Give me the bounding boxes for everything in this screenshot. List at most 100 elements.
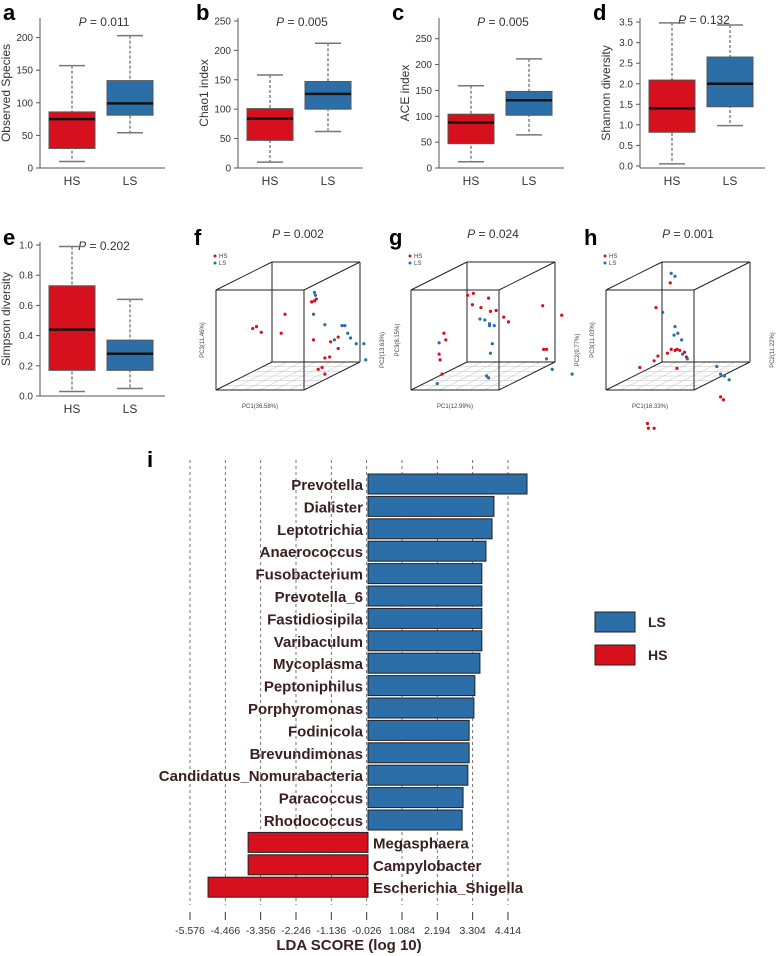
cube-edge	[693, 361, 751, 391]
z-axis-label: PC3(8.15%)	[395, 324, 401, 357]
panel-label: h	[584, 225, 597, 250]
p-value: P = 0.002	[272, 227, 324, 241]
box-iqr	[246, 108, 294, 141]
box-LS	[106, 34, 154, 134]
data-point-LS	[478, 317, 482, 321]
data-point-LS	[340, 324, 344, 328]
x-tick-label: LS	[522, 174, 537, 188]
y-tick-label: 3.0	[619, 38, 633, 49]
cube-edge	[693, 261, 751, 291]
bar-prevotella	[367, 473, 528, 495]
y-tick-label: 200	[16, 33, 33, 44]
box-HS	[48, 64, 96, 163]
x-axis-label: PC1(36.58%)	[242, 404, 278, 410]
x-tick-label: -2.246	[281, 925, 311, 937]
y-tick-label: 0.0	[19, 392, 33, 403]
legend-label: LS	[648, 614, 666, 630]
bar-fodinicola	[367, 719, 470, 741]
data-point-LS	[488, 351, 493, 355]
data-point-LS	[661, 310, 665, 314]
data-point-LS	[332, 338, 336, 342]
legend-label: HS	[414, 254, 422, 260]
data-point-LS	[323, 323, 327, 327]
p-value: P = 0.024	[467, 227, 519, 241]
legend-swatch-HS	[594, 644, 636, 666]
box-iqr	[706, 56, 754, 108]
x-tick-label: HS	[64, 174, 81, 188]
y-tick-label: 3.5	[619, 18, 633, 29]
data-point-HS	[329, 340, 333, 344]
y-tick-label: 0	[426, 164, 432, 175]
data-point-LS	[719, 372, 723, 376]
data-point-HS	[470, 303, 474, 307]
y-tick-label: 0	[225, 164, 231, 175]
boxplot-panel-c: c 0 50 100 150 200 250 ACE index P = 0.005 HS LS	[392, 0, 564, 188]
bar-label: Dialister	[304, 499, 363, 516]
data-point-HS	[336, 335, 340, 339]
x-tick-label: -3.356	[246, 925, 276, 937]
y-tick-label: 250	[415, 34, 432, 45]
boxplot-panel-d: d 0.0 0.5 1.0 1.5 2.0 2.5 3.0 3.5 Shannon diversi…	[593, 0, 765, 188]
box-iqr	[505, 90, 553, 116]
bar-fusobacterium	[367, 563, 483, 585]
y-axis-label: PC2(11.22%)	[770, 332, 776, 368]
data-point-HS	[259, 330, 263, 334]
data-point-HS	[652, 359, 656, 363]
z-axis-label: PC3(11.46%)	[200, 322, 206, 358]
bar-label: Prevotella_6	[275, 589, 363, 606]
panel-label: c	[392, 0, 404, 25]
data-point-HS	[471, 291, 475, 295]
data-point-HS	[254, 325, 259, 329]
panel-label: e	[3, 225, 15, 250]
data-point-LS	[364, 358, 368, 362]
data-point-HS	[638, 365, 642, 370]
bar-label: Peptoniphilus	[264, 679, 363, 696]
box-iqr	[648, 79, 696, 133]
y-tick-label: 2.0	[619, 79, 633, 90]
data-point-HS	[678, 348, 682, 352]
legend-label: LS	[219, 261, 226, 267]
bar-label: Fodinicola	[288, 723, 364, 740]
cube-edge	[605, 261, 663, 291]
bar-campylobacter	[247, 854, 369, 876]
y-tick-label: 100	[16, 98, 33, 109]
data-point-HS	[323, 372, 327, 376]
panel-label: i	[147, 447, 153, 472]
legend-marker-HS	[408, 254, 412, 258]
data-point-HS	[494, 308, 498, 313]
panel-label: d	[593, 0, 606, 25]
bar-label: Fastidiosipila	[267, 611, 364, 628]
x-tick-label: 3.304	[459, 925, 485, 937]
p-value: P = 0.001	[662, 227, 714, 241]
x-tick-label: HS	[262, 174, 279, 188]
y-tick-label: 150	[16, 66, 33, 77]
data-point-LS	[673, 325, 677, 329]
data-point-LS	[550, 367, 554, 371]
p-value: P = 0.202	[78, 239, 130, 253]
bar-candidatus_nomurabacteria	[367, 764, 469, 786]
data-point-HS	[502, 315, 506, 319]
data-point-HS	[544, 347, 549, 351]
bar-label: Candidatus_Nomurabacteria	[159, 768, 364, 785]
x-tick-label: LS	[123, 402, 138, 416]
data-point-HS	[437, 352, 441, 356]
data-point-HS	[656, 354, 660, 358]
panel-label: g	[389, 225, 402, 250]
cube-edge	[410, 261, 468, 291]
bar-label: Escherichia_Shigella	[373, 880, 524, 897]
bar-label: Mycoplasma	[273, 656, 364, 673]
p-value: P = 0.005	[276, 15, 328, 29]
data-point-HS	[654, 306, 658, 310]
y-axis-label: Simpson diversity	[0, 272, 13, 366]
y-tick-label: 50	[421, 138, 433, 149]
x-tick-label: -5.576	[175, 925, 205, 937]
data-point-LS	[680, 338, 684, 342]
data-point-LS	[354, 342, 358, 346]
x-tick-label: -1.136	[316, 925, 346, 937]
data-point-LS	[715, 364, 719, 369]
bar-anaerococcus	[367, 540, 487, 562]
x-axis-label: LDA SCORE (log 10)	[276, 937, 421, 954]
data-point-LS	[722, 374, 727, 378]
bar-label: Megasphaera	[373, 835, 470, 852]
